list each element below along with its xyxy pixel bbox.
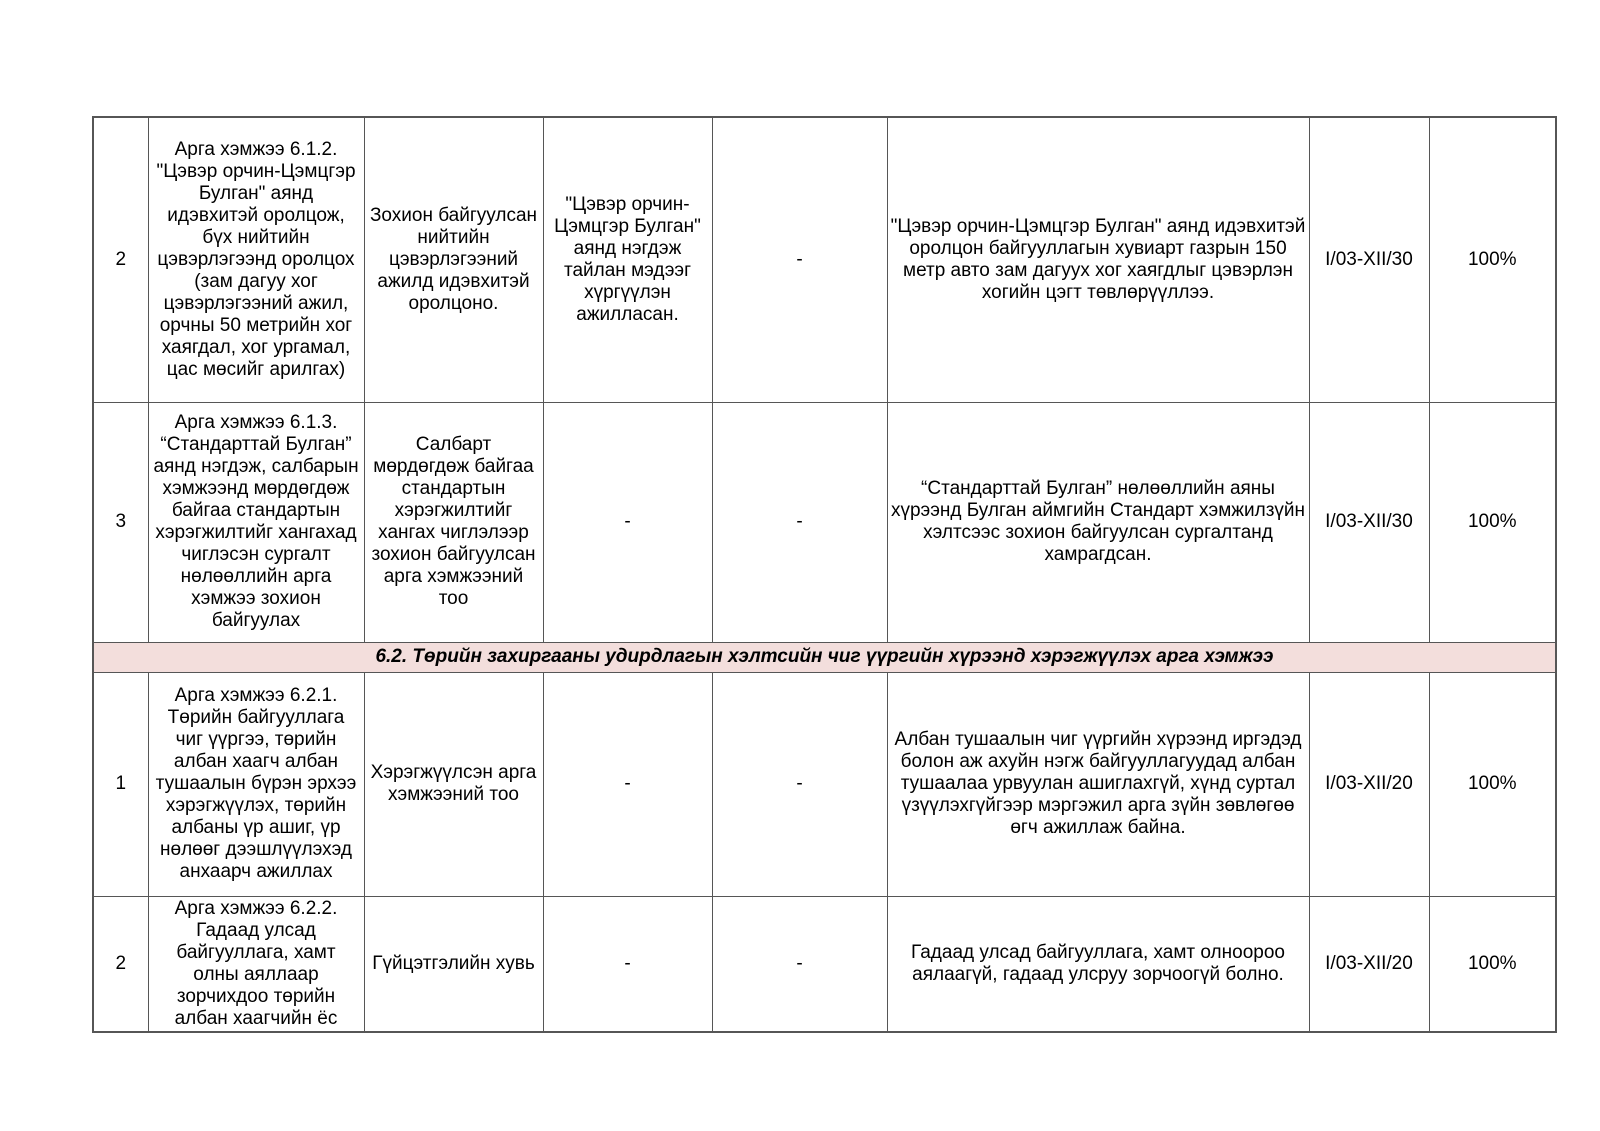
indicator-cell: Гүйцэтгэлийн хувь [363, 895, 544, 1032]
activity-cell: Арга хэмжээ 6.1.3. “Стандарттай Булган” … [147, 401, 365, 643]
timeframe-cell: I/03-XII/30 [1308, 116, 1430, 403]
table-row: 2 Арга хэмжээ 6.2.2. Гадаад улсад байгуу… [92, 895, 1557, 1032]
percent-cell: 100% [1428, 116, 1557, 403]
dash-cell: - [711, 116, 888, 403]
timeframe-cell: I/03-XII/30 [1308, 401, 1430, 643]
dash-cell: - [542, 671, 713, 897]
table-row: 3 Арга хэмжээ 6.1.3. “Стандарттай Булган… [92, 401, 1557, 643]
result-cell: "Цэвэр орчин-Цэмцгэр Булган" аянд идэвхи… [886, 116, 1310, 403]
activity-cell: Арга хэмжээ 6.2.2. Гадаад улсад байгуулл… [147, 895, 365, 1032]
activity-cell: Арга хэмжээ 6.1.2. "Цэвэр орчин-Цэмцгэр … [147, 116, 365, 403]
indicator-cell: Зохион байгуулсан нийтийн цэвэрлэгээний … [363, 116, 544, 403]
row-number-cell: 1 [92, 671, 149, 897]
indicator-cell: Хэрэгжүүлсэн арга хэмжээний тоо [363, 671, 544, 897]
target-cell: "Цэвэр орчин-Цэмцгэр Булган" аянд нэгдэж… [542, 116, 713, 403]
percent-cell: 100% [1428, 671, 1557, 897]
section-header-title: 6.2. Төрийн захиргааны удирдлагын хэлтси… [92, 641, 1557, 673]
result-cell: Албан тушаалын чиг үүргийн хүрээнд иргэд… [886, 671, 1310, 897]
table-row: 1 Арга хэмжээ 6.2.1. Төрийн байгууллага … [92, 671, 1557, 897]
dash-cell: - [542, 895, 713, 1032]
section-header-row: 6.2. Төрийн захиргааны удирдлагын хэлтси… [92, 641, 1557, 673]
dash-cell: - [542, 401, 713, 643]
dash-cell: - [711, 671, 888, 897]
percent-cell: 100% [1428, 401, 1557, 643]
row-number-cell: 3 [92, 401, 149, 643]
dash-cell: - [711, 401, 888, 643]
percent-cell: 100% [1428, 895, 1557, 1032]
table-row: 2 Арга хэмжээ 6.1.2. "Цэвэр орчин-Цэмцгэ… [92, 116, 1557, 403]
activity-cell: Арга хэмжээ 6.2.1. Төрийн байгууллага чи… [147, 671, 365, 897]
dash-cell: - [711, 895, 888, 1032]
activity-report-table: 2 Арга хэмжээ 6.1.2. "Цэвэр орчин-Цэмцгэ… [92, 116, 1557, 1033]
timeframe-cell: I/03-XII/20 [1308, 671, 1430, 897]
indicator-cell: Салбарт мөрдөгдөж байгаа стандартын хэрэ… [363, 401, 544, 643]
row-number-cell: 2 [92, 895, 149, 1032]
timeframe-cell: I/03-XII/20 [1308, 895, 1430, 1032]
row-number-cell: 2 [92, 116, 149, 403]
result-cell: “Стандарттай Булган” нөлөөллийн аяны хүр… [886, 401, 1310, 643]
result-cell: Гадаад улсад байгууллага, хамт олноороо … [886, 895, 1310, 1032]
